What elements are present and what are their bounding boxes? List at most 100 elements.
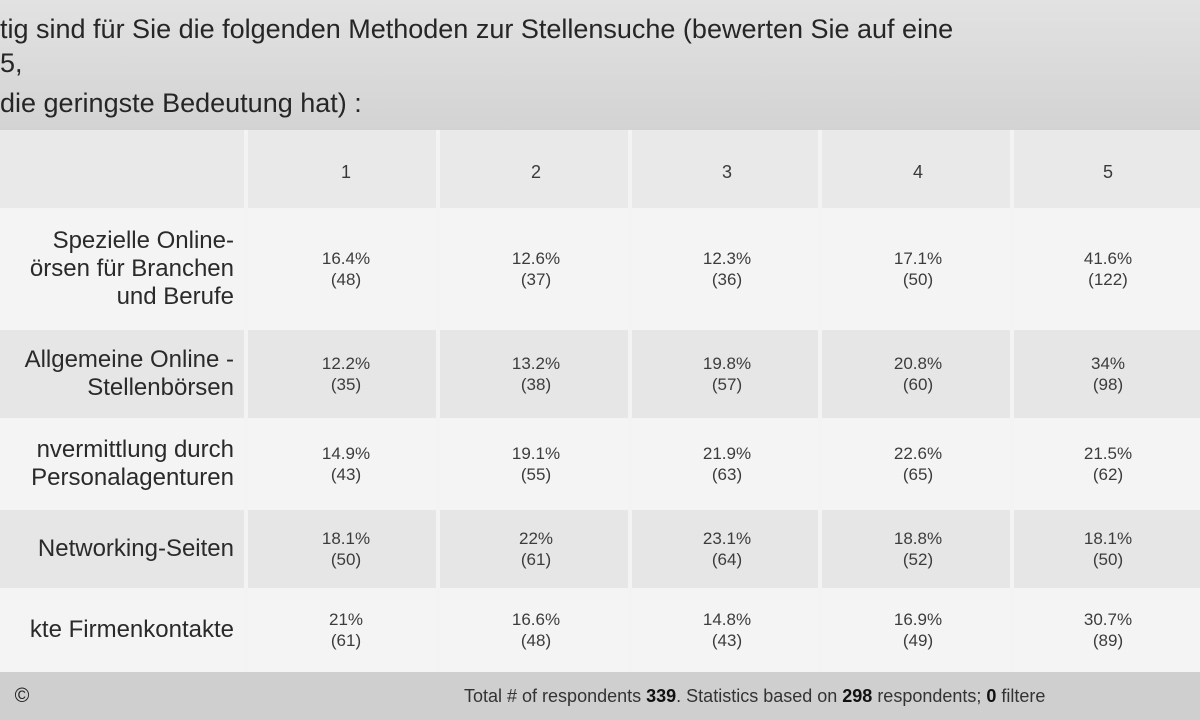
table-row <box>0 330 1200 418</box>
row-label: nvermittlung durch Personalagenturen <box>0 418 234 510</box>
column-header: 2 <box>530 162 541 182</box>
row-label-line: Personalagenturen <box>31 464 234 491</box>
row-label-line: Stellenbörsen <box>87 374 234 401</box>
cell-percentage: 14.8% <box>702 610 752 629</box>
row-label: Spezielle Online-örsen für Branchen und B… <box>0 208 234 330</box>
column-divider <box>818 130 822 670</box>
cell-count: (52) <box>902 550 934 569</box>
column-divider <box>1010 130 1014 670</box>
summary-middle-2: respondents; <box>872 686 987 706</box>
cell-count: (50) <box>902 270 934 289</box>
table-cell: 18.1% (50) <box>1018 510 1198 588</box>
cell-percentage: 18.1% <box>1083 529 1133 548</box>
cell-count: (36) <box>711 270 743 289</box>
cell-percentage: 20.8% <box>893 354 943 373</box>
table-row <box>0 418 1200 510</box>
cell-count: (37) <box>520 270 552 289</box>
question-text-line-3: die geringste Bedeutung hat) : <box>0 88 362 118</box>
cell-count: (61) <box>330 631 362 650</box>
table-cell: 16.9% (49) <box>828 588 1008 672</box>
cell-count: (43) <box>330 465 362 484</box>
table-cell: 18.8% (52) <box>828 510 1008 588</box>
row-label-line: nvermittlung durch <box>36 436 234 463</box>
table-cell: 21.9% (63) <box>637 418 817 510</box>
based-respondents: 298 <box>842 686 873 706</box>
table-cell: 16.4% (48) <box>256 208 436 330</box>
cell-count: (48) <box>330 270 362 289</box>
table-cell: 19.8% (57) <box>637 330 817 418</box>
table-cell: 22.6% (65) <box>828 418 1008 510</box>
cell-percentage: 34% <box>1090 354 1126 373</box>
cell-percentage: 12.2% <box>321 354 371 373</box>
cell-percentage: 18.1% <box>321 529 371 548</box>
table-cell: 14.9% (43) <box>256 418 436 510</box>
cell-percentage: 19.1% <box>511 444 561 463</box>
column-header: 4 <box>912 162 923 182</box>
cell-percentage: 30.7% <box>1083 610 1133 629</box>
column-header: 3 <box>721 162 732 182</box>
summary-middle: . Statistics based on <box>676 686 843 706</box>
cell-percentage: 16.6% <box>511 610 561 629</box>
table-row <box>0 588 1200 672</box>
cell-percentage: 12.6% <box>511 249 561 268</box>
table-cell: 18.1% (50) <box>256 510 436 588</box>
cell-count: (61) <box>520 550 552 569</box>
table-cell: 13.2% (38) <box>446 330 626 418</box>
table-cell: 12.6% (37) <box>446 208 626 330</box>
cell-percentage: 23.1% <box>702 529 752 548</box>
table-cell: 14.8% (43) <box>637 588 817 672</box>
cell-count: (89) <box>1092 631 1124 650</box>
row-label-line: Allgemeine Online - <box>24 346 234 373</box>
row-label-line: örsen für Branchen <box>29 255 234 282</box>
cell-percentage: 22% <box>518 529 554 548</box>
cell-percentage: 16.9% <box>893 610 943 629</box>
table-row <box>0 208 1200 330</box>
table-cell: 16.6% (48) <box>446 588 626 672</box>
cell-count: (49) <box>902 631 934 650</box>
cell-percentage: 41.6% <box>1083 249 1133 268</box>
cell-percentage: 21.5% <box>1083 444 1133 463</box>
cell-count: (122) <box>1088 270 1128 289</box>
table-footer <box>0 672 1200 720</box>
cell-percentage: 18.8% <box>893 529 943 548</box>
table-cell: 17.1% (50) <box>828 208 1008 330</box>
question-text-line-1: tig sind für Sie die folgenden Methoden … <box>0 14 954 44</box>
respondents-summary: Total # of respondents 339. Statistics b… <box>464 686 1045 707</box>
cell-count: (62) <box>1092 465 1124 484</box>
column-divider <box>436 130 440 670</box>
table-cell: 30.7% (89) <box>1018 588 1198 672</box>
cell-count: (65) <box>902 465 934 484</box>
total-respondents: 339 <box>646 686 677 706</box>
cell-count: (55) <box>520 465 552 484</box>
column-divider <box>244 130 248 670</box>
row-label: kte Firmenkontakte <box>0 588 234 672</box>
cell-percentage: 22.6% <box>893 444 943 463</box>
cell-count: (63) <box>711 465 743 484</box>
table-cell: 34% (98) <box>1018 330 1198 418</box>
summary-suffix: filtere <box>996 686 1046 706</box>
cell-percentage: 19.8% <box>702 354 752 373</box>
question-text-line-2: 5, <box>0 48 23 78</box>
cell-count: (57) <box>711 375 743 394</box>
column-header: 1 <box>340 162 351 182</box>
cell-percentage: 14.9% <box>321 444 371 463</box>
table-header-row <box>0 130 1200 208</box>
table-cell: 41.6% (122) <box>1018 208 1198 330</box>
table-cell: 19.1% (55) <box>446 418 626 510</box>
cell-count: (38) <box>520 375 552 394</box>
cell-count: (50) <box>1092 550 1124 569</box>
question-header: tig sind für Sie die folgenden Methoden … <box>0 0 1200 130</box>
copyright-icon: © <box>14 685 30 707</box>
table-cell: 23.1% (64) <box>637 510 817 588</box>
row-label-line: Networking-Seiten <box>37 535 234 562</box>
cell-percentage: 12.3% <box>702 249 752 268</box>
summary-prefix: Total # of respondents <box>464 686 647 706</box>
cell-count: (50) <box>330 550 362 569</box>
column-divider <box>628 130 632 670</box>
table-cell: 12.2% (35) <box>256 330 436 418</box>
cell-percentage: 21% <box>328 610 364 629</box>
table-row <box>0 510 1200 588</box>
cell-count: (64) <box>711 550 743 569</box>
cell-count: (48) <box>520 631 552 650</box>
table-cell: 20.8% (60) <box>828 330 1008 418</box>
